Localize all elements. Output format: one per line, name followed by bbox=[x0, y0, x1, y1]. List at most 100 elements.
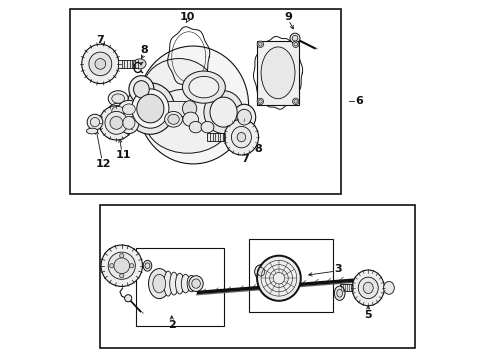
Ellipse shape bbox=[112, 107, 124, 116]
Text: 3: 3 bbox=[335, 264, 343, 274]
Bar bbox=[118, 60, 140, 68]
Circle shape bbox=[259, 42, 262, 46]
Bar bbox=[207, 133, 227, 141]
Ellipse shape bbox=[108, 91, 128, 107]
Circle shape bbox=[293, 98, 299, 105]
Ellipse shape bbox=[204, 91, 243, 134]
Ellipse shape bbox=[95, 59, 106, 69]
Text: 7: 7 bbox=[97, 35, 104, 45]
Ellipse shape bbox=[164, 271, 172, 296]
Circle shape bbox=[257, 41, 264, 48]
Ellipse shape bbox=[110, 116, 123, 129]
Ellipse shape bbox=[258, 256, 300, 300]
Ellipse shape bbox=[134, 81, 149, 98]
Text: 5: 5 bbox=[365, 310, 372, 320]
Ellipse shape bbox=[210, 97, 237, 127]
Ellipse shape bbox=[358, 277, 378, 298]
Ellipse shape bbox=[181, 274, 190, 293]
Text: 9: 9 bbox=[285, 12, 293, 22]
Ellipse shape bbox=[201, 121, 214, 133]
Ellipse shape bbox=[145, 89, 231, 153]
Ellipse shape bbox=[143, 59, 215, 119]
Ellipse shape bbox=[261, 47, 295, 99]
Ellipse shape bbox=[237, 109, 251, 125]
Ellipse shape bbox=[255, 265, 268, 279]
Ellipse shape bbox=[352, 270, 384, 306]
Ellipse shape bbox=[99, 106, 134, 140]
Ellipse shape bbox=[138, 46, 248, 164]
Circle shape bbox=[124, 295, 132, 302]
Ellipse shape bbox=[114, 258, 130, 274]
Ellipse shape bbox=[224, 119, 259, 155]
Text: 7: 7 bbox=[241, 154, 249, 164]
Ellipse shape bbox=[192, 279, 200, 288]
Ellipse shape bbox=[129, 76, 154, 103]
Bar bbox=[248, 239, 333, 312]
Circle shape bbox=[120, 274, 124, 278]
Ellipse shape bbox=[145, 263, 150, 269]
Ellipse shape bbox=[108, 252, 135, 279]
Ellipse shape bbox=[89, 52, 112, 76]
Ellipse shape bbox=[165, 111, 182, 127]
Ellipse shape bbox=[334, 286, 345, 300]
Circle shape bbox=[257, 98, 264, 105]
Ellipse shape bbox=[153, 274, 166, 293]
Ellipse shape bbox=[148, 269, 170, 298]
Text: 1: 1 bbox=[102, 260, 110, 270]
Ellipse shape bbox=[183, 112, 198, 126]
Ellipse shape bbox=[182, 101, 197, 116]
Ellipse shape bbox=[118, 100, 140, 118]
Ellipse shape bbox=[112, 94, 124, 103]
Ellipse shape bbox=[337, 289, 343, 297]
Ellipse shape bbox=[189, 276, 203, 292]
Ellipse shape bbox=[133, 59, 146, 69]
Ellipse shape bbox=[90, 117, 99, 127]
Ellipse shape bbox=[126, 83, 174, 134]
Ellipse shape bbox=[122, 104, 135, 114]
Bar bbox=[100, 205, 415, 348]
Ellipse shape bbox=[258, 267, 265, 276]
Ellipse shape bbox=[119, 112, 139, 134]
Ellipse shape bbox=[137, 94, 164, 123]
Ellipse shape bbox=[132, 89, 169, 128]
Text: 11: 11 bbox=[116, 150, 131, 160]
Ellipse shape bbox=[87, 114, 103, 130]
Circle shape bbox=[294, 42, 297, 46]
Text: 12: 12 bbox=[96, 159, 112, 169]
Circle shape bbox=[294, 100, 297, 103]
Ellipse shape bbox=[105, 111, 128, 134]
Bar bbox=[156, 102, 190, 116]
Ellipse shape bbox=[237, 132, 245, 142]
Ellipse shape bbox=[123, 116, 135, 129]
Ellipse shape bbox=[189, 121, 202, 133]
Ellipse shape bbox=[384, 282, 394, 294]
Circle shape bbox=[290, 33, 300, 43]
Text: 4: 4 bbox=[128, 272, 136, 282]
Bar bbox=[70, 9, 342, 194]
Ellipse shape bbox=[175, 273, 184, 294]
Ellipse shape bbox=[143, 260, 152, 271]
Ellipse shape bbox=[101, 245, 143, 287]
Bar bbox=[340, 284, 355, 292]
Text: 6: 6 bbox=[355, 96, 363, 107]
Text: 8: 8 bbox=[254, 144, 262, 154]
Circle shape bbox=[130, 264, 134, 268]
Circle shape bbox=[120, 253, 124, 258]
Text: 8: 8 bbox=[141, 45, 148, 55]
Bar bbox=[257, 41, 299, 105]
Ellipse shape bbox=[233, 104, 256, 130]
Circle shape bbox=[293, 41, 299, 48]
Ellipse shape bbox=[170, 272, 178, 295]
Text: 10: 10 bbox=[180, 12, 196, 22]
Ellipse shape bbox=[86, 128, 98, 134]
Circle shape bbox=[110, 264, 114, 268]
Ellipse shape bbox=[148, 101, 163, 116]
Ellipse shape bbox=[168, 114, 179, 124]
Ellipse shape bbox=[182, 71, 225, 103]
Ellipse shape bbox=[189, 76, 219, 98]
Circle shape bbox=[259, 100, 262, 103]
Ellipse shape bbox=[82, 44, 119, 84]
Ellipse shape bbox=[363, 282, 373, 294]
Ellipse shape bbox=[231, 126, 251, 148]
Bar bbox=[136, 248, 223, 327]
